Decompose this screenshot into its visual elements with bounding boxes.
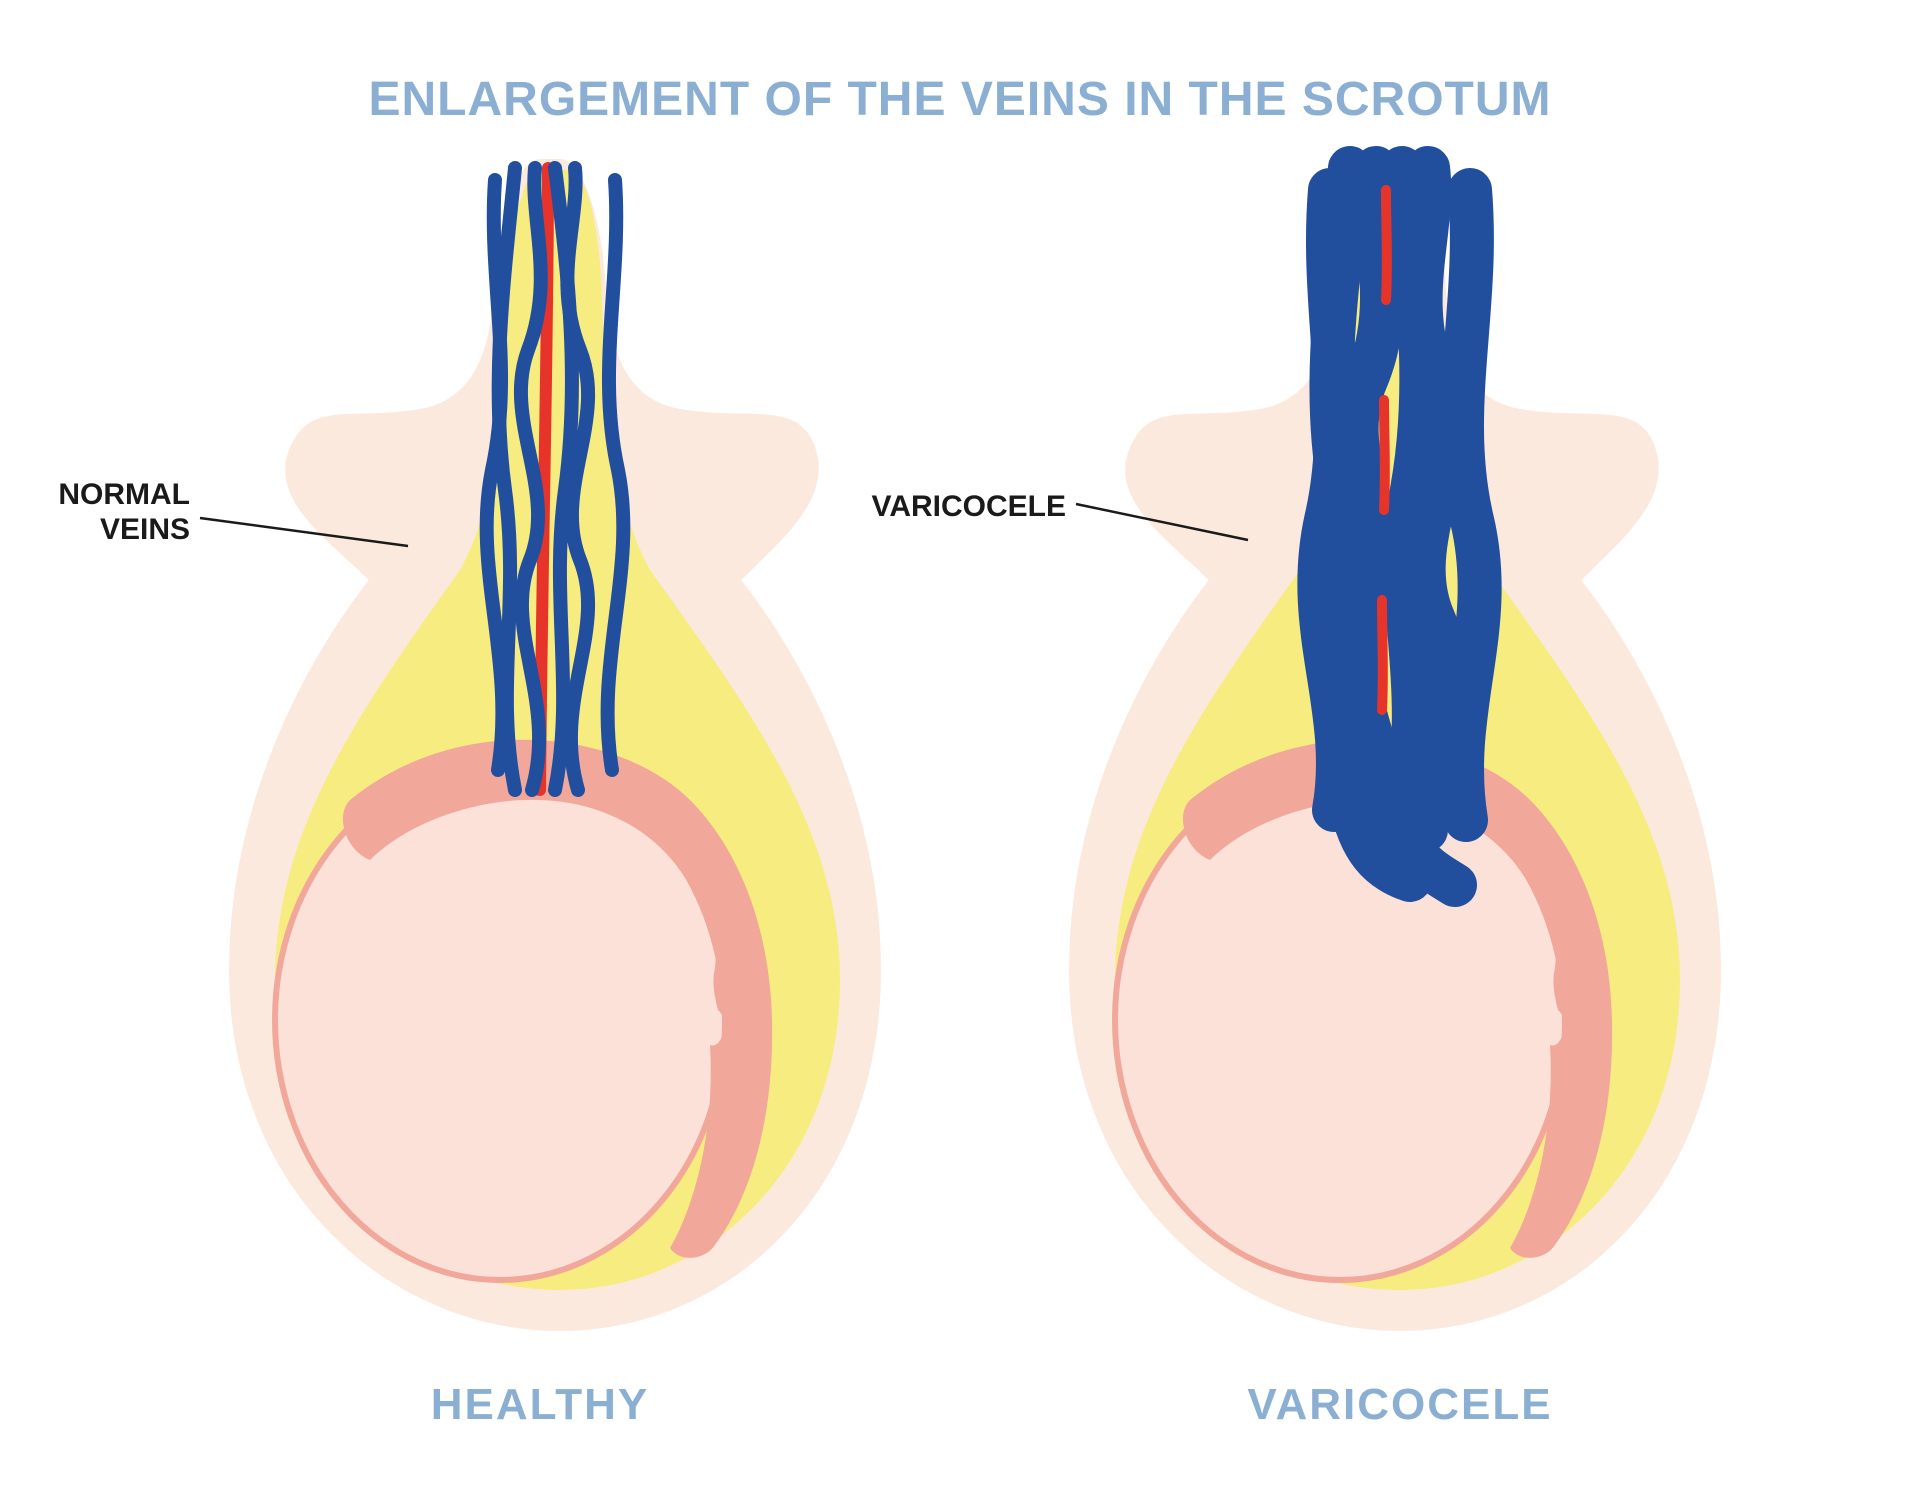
- annotation-line-varicocele: [0, 0, 1920, 1511]
